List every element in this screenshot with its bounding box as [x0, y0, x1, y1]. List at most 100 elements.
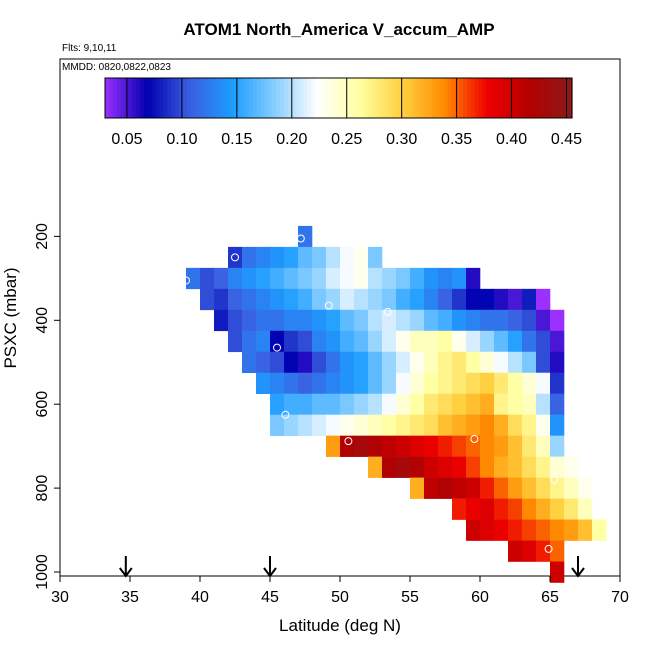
- heatmap-cell: [424, 477, 439, 499]
- colorbar-swatch: [369, 78, 375, 118]
- heatmap-cells: [186, 225, 607, 583]
- heatmap-cell: [228, 288, 243, 311]
- heatmap-cell: [284, 246, 299, 269]
- colorbar-swatch: [505, 78, 511, 118]
- heatmap-cell: [298, 288, 313, 311]
- colorbar-swatch: [525, 78, 530, 118]
- y-axis: 200 400 600 800 1000: [34, 223, 60, 590]
- heatmap-cell: [424, 372, 439, 395]
- heatmap-cell: [508, 351, 523, 374]
- marker-circle: [344, 437, 353, 446]
- colorbar-swatch: [120, 78, 126, 118]
- heatmap-cell: [312, 267, 327, 290]
- heatmap-cell: [550, 540, 565, 562]
- colorbar-swatch: [361, 78, 367, 118]
- colorbar-swatch: [182, 78, 188, 118]
- heatmap-cell: [368, 351, 383, 374]
- heatmap-cell: [522, 393, 537, 415]
- heatmap-cell: [410, 330, 425, 353]
- heatmap-cell: [410, 267, 425, 290]
- heatmap-cell: [438, 372, 453, 395]
- heatmap-cell: [396, 393, 411, 415]
- colorbar-tick-label: 0.45: [551, 131, 582, 148]
- heatmap-cell: [550, 330, 565, 353]
- colorbar-swatch: [556, 78, 561, 118]
- colorbar-swatch: [521, 78, 526, 118]
- colorbar-swatch: [552, 78, 558, 118]
- x-tick-label: 35: [121, 589, 139, 606]
- heatmap-cell: [284, 393, 299, 415]
- colorbar-tick-label: 0.40: [496, 131, 527, 148]
- colorbar-swatch: [334, 78, 340, 118]
- colorbar-swatch: [163, 78, 168, 118]
- heatmap-cell: [550, 498, 565, 520]
- y-tick-label: 800: [34, 475, 51, 502]
- marker-circle: [324, 301, 333, 310]
- colorbar-swatch: [307, 78, 312, 118]
- heatmap-cell: [298, 267, 313, 290]
- heatmap-cell: [410, 372, 425, 395]
- heatmap-cell: [284, 309, 299, 332]
- colorbar-swatch: [447, 78, 452, 118]
- x-tick-label: 60: [471, 589, 489, 606]
- heatmap-cell: [256, 267, 271, 290]
- x-tick-label: 30: [51, 589, 69, 606]
- heatmap-cell: [242, 246, 257, 269]
- heatmap-cell: [312, 288, 327, 311]
- heatmap-cell: [550, 309, 565, 332]
- marker-circle: [296, 234, 305, 243]
- colorbar-swatch: [178, 78, 184, 118]
- heatmap-cell: [452, 414, 467, 436]
- heatmap-cell: [536, 435, 551, 457]
- heatmap-cell: [298, 330, 313, 353]
- heatmap-cell: [214, 288, 229, 311]
- heatmap-cell: [536, 456, 551, 478]
- heatmap-cell: [382, 435, 397, 457]
- colorbar-swatch: [167, 78, 172, 118]
- colorbar-swatch: [466, 78, 472, 118]
- heatmap-cell: [270, 267, 285, 290]
- colorbar-swatch: [560, 78, 565, 118]
- heatmap-cell: [522, 456, 537, 478]
- heatmap-cell: [396, 351, 411, 374]
- y-tick-label: 600: [34, 391, 51, 418]
- colorbar-swatch: [439, 78, 445, 118]
- heatmap-cell: [466, 267, 481, 290]
- colorbar-swatch: [225, 78, 231, 118]
- heatmap-cell: [508, 330, 523, 353]
- heatmap-cell: [424, 435, 439, 457]
- y-tick-label: 400: [34, 307, 51, 334]
- colorbar-swatch: [155, 78, 161, 118]
- colorbar-swatch: [311, 78, 316, 118]
- heatmap-cell: [522, 309, 537, 332]
- colorbar-swatch: [490, 78, 495, 118]
- marker-circle: [273, 343, 281, 352]
- colorbar-swatch: [533, 78, 538, 118]
- colorbar-swatch: [264, 78, 270, 118]
- colorbar-swatch: [482, 78, 487, 118]
- heatmap-cell: [354, 351, 369, 374]
- heatmap-cell: [550, 414, 565, 436]
- heatmap-cell: [452, 477, 467, 499]
- colorbar-swatch: [190, 78, 196, 118]
- colorbar-swatch: [408, 78, 414, 118]
- heatmap-cell: [340, 246, 355, 269]
- heatmap-cell: [452, 498, 467, 520]
- heatmap-cell: [438, 393, 453, 415]
- heatmap-cell: [592, 519, 607, 541]
- heatmap-cell: [326, 267, 341, 290]
- colorbar-swatch: [420, 78, 425, 118]
- heatmap-cell: [410, 414, 425, 436]
- heatmap-cell: [326, 309, 341, 332]
- heatmap-cell: [480, 477, 495, 499]
- heatmap-cell: [438, 330, 453, 353]
- heatmap-cell: [340, 309, 355, 332]
- x-tick-label: 40: [191, 589, 209, 606]
- heatmap-cell: [508, 498, 523, 520]
- colorbar-swatch: [365, 78, 371, 118]
- heatmap-cell: [410, 456, 425, 478]
- heatmap-cell: [522, 330, 537, 353]
- heatmap-cell: [382, 267, 397, 290]
- heatmap-cell: [354, 267, 369, 290]
- colorbar-swatch: [404, 78, 410, 118]
